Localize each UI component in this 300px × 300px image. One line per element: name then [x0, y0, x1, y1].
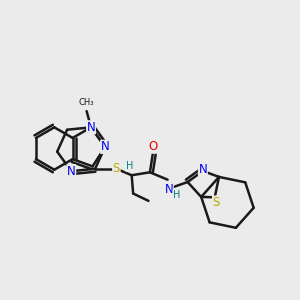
Text: N: N	[199, 163, 207, 176]
Text: O: O	[148, 140, 158, 153]
Text: CH₃: CH₃	[79, 98, 94, 107]
Text: H: H	[126, 161, 133, 171]
Text: S: S	[212, 196, 220, 209]
Text: N: N	[101, 140, 110, 153]
Text: N: N	[67, 165, 76, 178]
Text: N: N	[165, 183, 173, 196]
Text: S: S	[113, 162, 120, 175]
Text: N: N	[87, 121, 95, 134]
Text: H: H	[173, 190, 180, 200]
